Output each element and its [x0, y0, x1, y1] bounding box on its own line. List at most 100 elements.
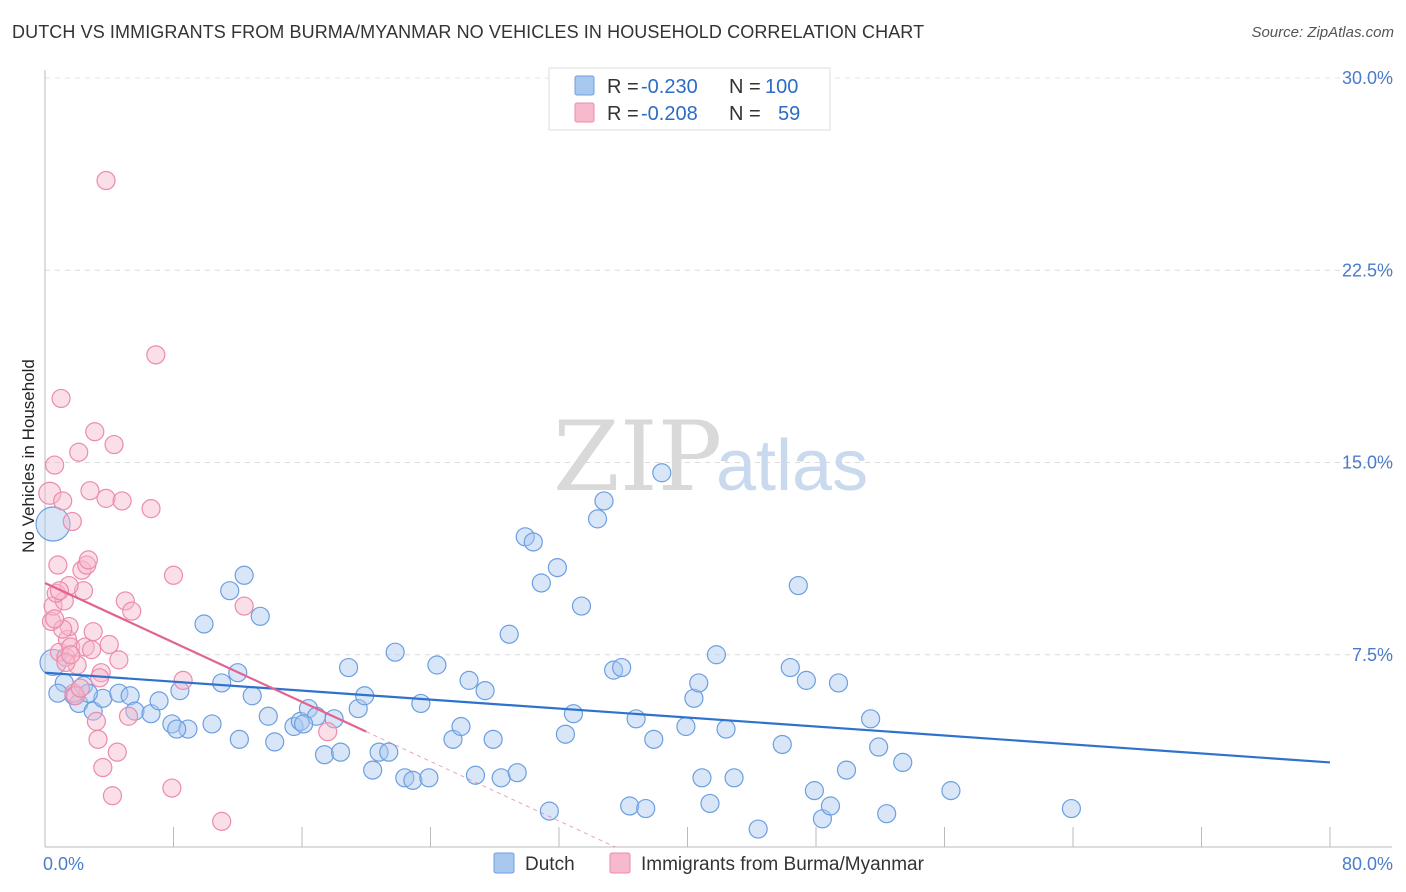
- data-point: [83, 622, 103, 642]
- data-point: [83, 701, 103, 721]
- data-point: [363, 760, 383, 780]
- y-tick-label: 7.5%: [1352, 645, 1393, 665]
- data-point: [48, 555, 68, 575]
- data-point: [258, 706, 278, 726]
- data-point: [109, 650, 129, 670]
- data-point: [547, 557, 567, 578]
- data-point: [41, 611, 62, 632]
- x-tick-label: 80.0%: [1342, 854, 1393, 874]
- series-legend-swatch-dutch: [493, 852, 515, 874]
- trend-extension-burma: [366, 731, 616, 848]
- y-tick-label: 30.0%: [1342, 68, 1393, 88]
- data-point: [69, 442, 89, 462]
- data-point: [88, 729, 108, 749]
- data-point: [411, 693, 431, 714]
- data-point: [141, 499, 161, 519]
- data-point: [318, 722, 338, 742]
- trend-line-dutch: [44, 671, 1331, 764]
- data-point: [62, 511, 82, 532]
- data-point: [294, 714, 314, 734]
- y-tick-label: 15.0%: [1342, 453, 1393, 473]
- data-point: [80, 481, 100, 501]
- data-point: [102, 786, 123, 806]
- data-point: [804, 781, 824, 801]
- legend-r-label: R =: [607, 103, 639, 125]
- data-point: [612, 657, 632, 678]
- series-burma: [38, 170, 338, 831]
- watermark-atlas: atlas: [716, 426, 868, 506]
- data-point: [700, 793, 720, 814]
- data-point: [716, 719, 736, 739]
- data-point: [594, 491, 614, 511]
- data-point: [93, 757, 113, 778]
- data-point: [869, 737, 889, 757]
- data-point: [242, 686, 262, 706]
- data-point: [146, 345, 166, 365]
- data-point: [893, 752, 913, 773]
- data-point: [531, 573, 551, 593]
- series-legend: Dutch Immigrants from Burma/Myanmar: [493, 852, 925, 875]
- data-point: [620, 796, 640, 816]
- stats-legend-box: [548, 67, 831, 131]
- watermark-zip: ZIP: [553, 401, 722, 513]
- legend-n-label: N =: [729, 103, 761, 125]
- series-legend-label-dutch: Dutch: [525, 854, 575, 875]
- data-point: [173, 670, 193, 690]
- axes: [44, 70, 1392, 848]
- data-point: [38, 481, 62, 505]
- data-point: [475, 681, 495, 701]
- data-point: [81, 640, 102, 660]
- data-point: [314, 745, 335, 765]
- data-point: [220, 581, 240, 601]
- data-point: [571, 596, 592, 616]
- data-point: [772, 734, 792, 755]
- data-point: [636, 798, 656, 819]
- data-point: [796, 670, 816, 690]
- data-point: [652, 463, 672, 483]
- data-point: [149, 691, 169, 711]
- legend-n-value: 100: [765, 76, 798, 98]
- legend-r-label: R =: [607, 76, 639, 98]
- trend-lines: [44, 581, 1331, 848]
- legend-r-value: -0.230: [641, 76, 698, 98]
- legend-n-value: 59: [778, 103, 800, 125]
- data-point: [45, 609, 65, 629]
- data-point: [499, 624, 519, 644]
- data-point: [194, 614, 214, 634]
- data-point: [86, 711, 107, 731]
- data-point: [61, 637, 81, 657]
- source-label: Source: ZipAtlas.com: [1251, 24, 1394, 41]
- stats-legend: R = -0.230 N = 100 R = -0.208 N = 59: [548, 67, 831, 131]
- data-point: [112, 491, 132, 511]
- series-legend-label-burma: Immigrants from Burma/Myanmar: [641, 854, 925, 875]
- data-point: [706, 645, 727, 665]
- data-point: [748, 819, 768, 839]
- data-point: [107, 742, 127, 762]
- data-point: [338, 657, 359, 678]
- data-point: [369, 742, 389, 762]
- trend-line-burma: [44, 581, 367, 733]
- legend-n-label: N =: [729, 76, 761, 98]
- data-point: [330, 742, 351, 762]
- data-point: [788, 575, 808, 596]
- data-point: [61, 645, 81, 665]
- data-point: [96, 488, 116, 508]
- data-point: [877, 804, 897, 824]
- data-point: [163, 565, 184, 585]
- data-point: [265, 732, 285, 752]
- data-point: [70, 678, 90, 698]
- chart-title: DUTCH VS IMMIGRANTS FROM BURMA/MYANMAR N…: [12, 22, 925, 42]
- data-point: [459, 670, 479, 690]
- data-point: [676, 716, 696, 737]
- data-point: [250, 606, 270, 626]
- data-point: [85, 422, 105, 442]
- x-tick-label: 0.0%: [43, 854, 84, 874]
- data-point: [563, 704, 584, 724]
- data-point: [167, 719, 187, 739]
- data-point: [162, 778, 182, 798]
- data-point: [212, 811, 232, 831]
- y-tick-label: 22.5%: [1342, 260, 1393, 280]
- data-point: [644, 729, 664, 749]
- data-point: [104, 434, 124, 455]
- data-point: [212, 673, 232, 693]
